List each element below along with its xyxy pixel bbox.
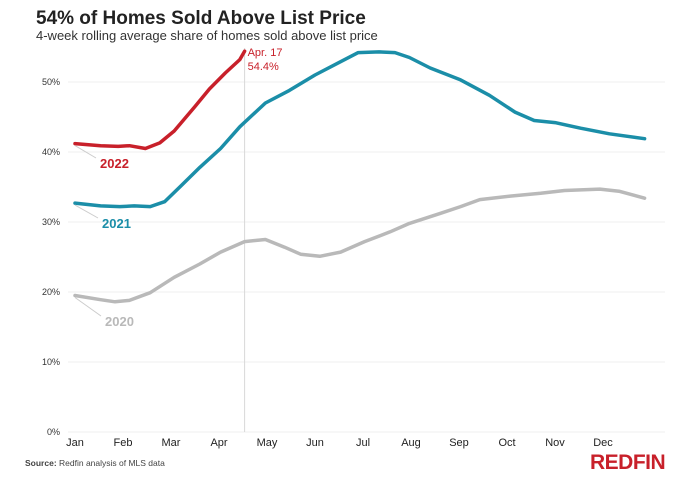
series-label-2020: 2020 [105,314,134,329]
redfin-logo: REDFIN [590,451,666,474]
x-tick-label: May [257,437,278,449]
x-tick-label: Feb [114,437,133,449]
x-tick-label: Apr [210,437,227,449]
chart-subtitle: 4-week rolling average share of homes so… [36,28,378,43]
x-tick-label: Nov [545,437,565,449]
x-tick-label: Aug [401,437,421,449]
series-line-2022 [73,49,247,151]
x-tick-label: Jul [356,437,370,449]
source-note: Source: Redfin analysis of MLS data [25,458,165,468]
x-tick-label: Dec [593,437,613,449]
source-label: Source: [25,458,57,468]
annotation-value: 54.4% [248,61,279,73]
x-tick-label: Jan [66,437,84,449]
x-tick-label: Sep [449,437,469,449]
series-line-2020 [73,187,647,304]
x-tick-label: Mar [162,437,181,449]
x-tick-label: Jun [306,437,324,449]
y-tick-label: 10% [42,357,60,367]
y-tick-label: 50% [42,77,60,87]
y-tick-label: 0% [47,427,60,437]
chart-title: 54% of Homes Sold Above List Price [36,8,366,29]
series-label-2021: 2021 [102,216,131,231]
leader-line-2022 [74,145,97,159]
y-tick-label: 40% [42,147,60,157]
source-text: Redfin analysis of MLS data [56,458,165,468]
series-label-2022: 2022 [100,156,129,171]
leader-line-2020 [74,297,102,317]
y-tick-label: 30% [42,217,60,227]
x-tick-label: Oct [498,437,515,449]
series-line-2021 [73,50,647,209]
annotation-date: Apr. 17 [248,47,283,59]
leader-line-2021 [74,204,99,219]
y-tick-label: 20% [42,287,60,297]
